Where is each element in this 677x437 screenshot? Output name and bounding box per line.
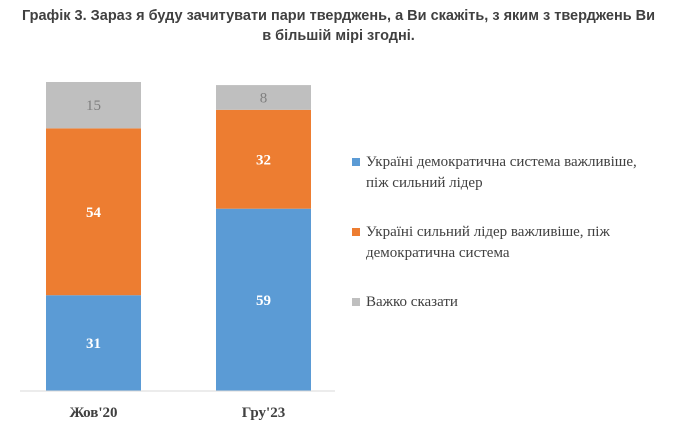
data-label-2-3: 8	[260, 90, 268, 106]
legend-label-1: Україні демократична система важливіше, …	[366, 154, 637, 191]
data-label-1-2: 54	[86, 205, 102, 221]
bar-segment-1-2	[46, 128, 141, 296]
x-tick-label-1: Жов'20	[69, 405, 117, 421]
bar-segment-2-1	[216, 208, 311, 391]
legend-swatch-3	[352, 298, 360, 306]
legend-swatch-2	[352, 228, 360, 236]
legend-label-3: Важко сказати	[366, 294, 458, 310]
bar-segment-1-3	[46, 82, 141, 129]
legend-label-2: Україні сильний лідер важливіше, піж дем…	[366, 224, 610, 261]
data-label-2-2: 32	[256, 152, 271, 168]
data-label-2-1: 59	[256, 293, 271, 309]
data-label-1-3: 15	[86, 98, 101, 114]
legend-swatch-1	[352, 158, 360, 166]
chart-title: Графік 3. Зараз я буду зачитувати пари т…	[21, 8, 656, 44]
data-label-1-1: 31	[86, 336, 101, 352]
bar-segment-2-2	[216, 109, 311, 209]
bar-segment-1-1	[46, 295, 141, 391]
x-tick-label-2: Гру'23	[242, 405, 285, 421]
bar-segment-2-3	[216, 85, 311, 110]
